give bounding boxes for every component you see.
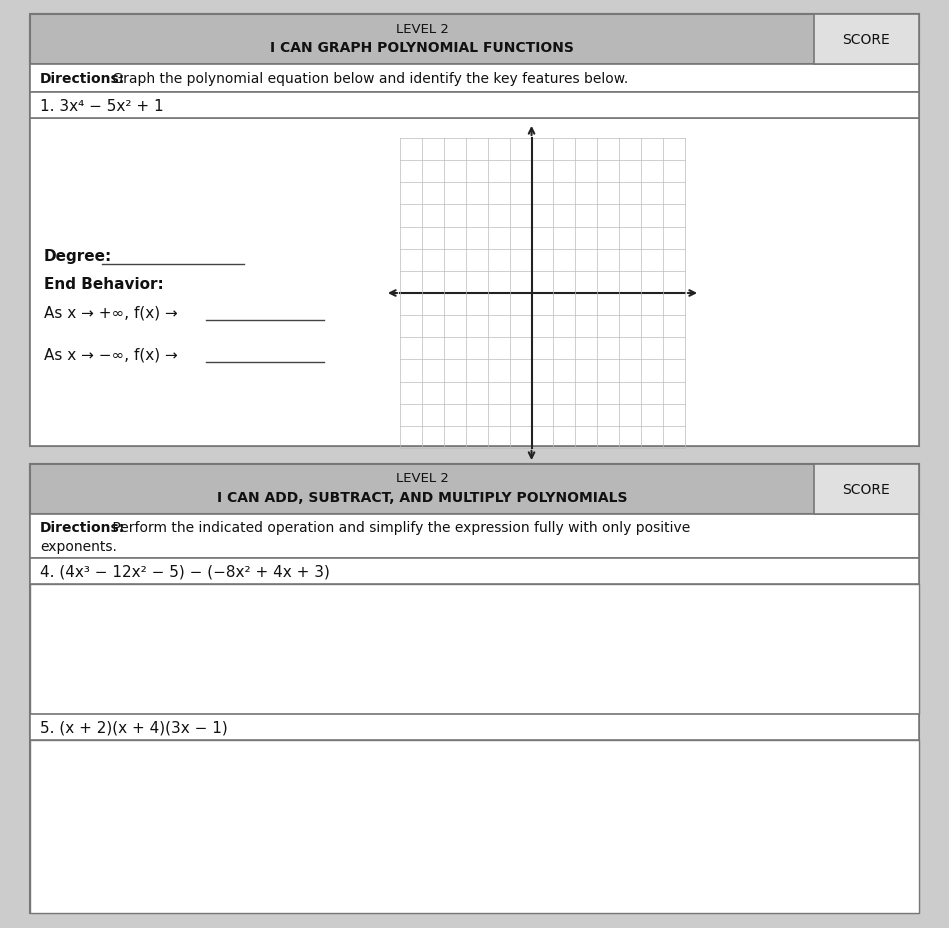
Text: 4. (4x³ − 12x² − 5) − (−8x² + 4x + 3): 4. (4x³ − 12x² − 5) − (−8x² + 4x + 3) — [40, 564, 330, 579]
Text: As x → −∞, f(x) →: As x → −∞, f(x) → — [44, 347, 177, 362]
Bar — [30, 465, 919, 913]
Text: As x → +∞, f(x) →: As x → +∞, f(x) → — [44, 305, 177, 320]
Text: exponents.: exponents. — [40, 539, 117, 553]
Text: 1. 3x⁴ − 5x² + 1: 1. 3x⁴ − 5x² + 1 — [40, 98, 163, 113]
Bar — [30, 585, 919, 715]
Bar — [30, 741, 919, 913]
Text: SCORE: SCORE — [843, 33, 890, 47]
Text: Degree:: Degree: — [44, 249, 112, 264]
Bar — [30, 65, 919, 93]
Bar — [814, 465, 919, 514]
Text: SCORE: SCORE — [843, 483, 890, 496]
Bar — [30, 715, 919, 741]
Text: LEVEL 2: LEVEL 2 — [396, 22, 449, 35]
Text: I CAN GRAPH POLYNOMIAL FUNCTIONS: I CAN GRAPH POLYNOMIAL FUNCTIONS — [270, 41, 574, 55]
Bar — [30, 15, 919, 446]
Bar — [814, 15, 919, 65]
Bar — [30, 15, 919, 65]
Text: Directions:: Directions: — [40, 72, 125, 86]
Text: I CAN ADD, SUBTRACT, AND MULTIPLY POLYNOMIALS: I CAN ADD, SUBTRACT, AND MULTIPLY POLYNO… — [216, 491, 627, 505]
Text: Directions:: Directions: — [40, 521, 125, 535]
Text: LEVEL 2: LEVEL 2 — [396, 472, 449, 485]
Bar — [30, 119, 919, 446]
Bar — [30, 93, 919, 119]
Text: 5. (x + 2)(x + 4)(3x − 1): 5. (x + 2)(x + 4)(3x − 1) — [40, 720, 228, 735]
Text: Graph the polynomial equation below and identify the key features below.: Graph the polynomial equation below and … — [108, 72, 628, 86]
Text: End Behavior:: End Behavior: — [44, 277, 164, 292]
Bar — [30, 465, 919, 514]
Bar — [30, 559, 919, 585]
Text: Perform the indicated operation and simplify the expression fully with only posi: Perform the indicated operation and simp… — [108, 521, 690, 535]
Bar — [30, 514, 919, 559]
